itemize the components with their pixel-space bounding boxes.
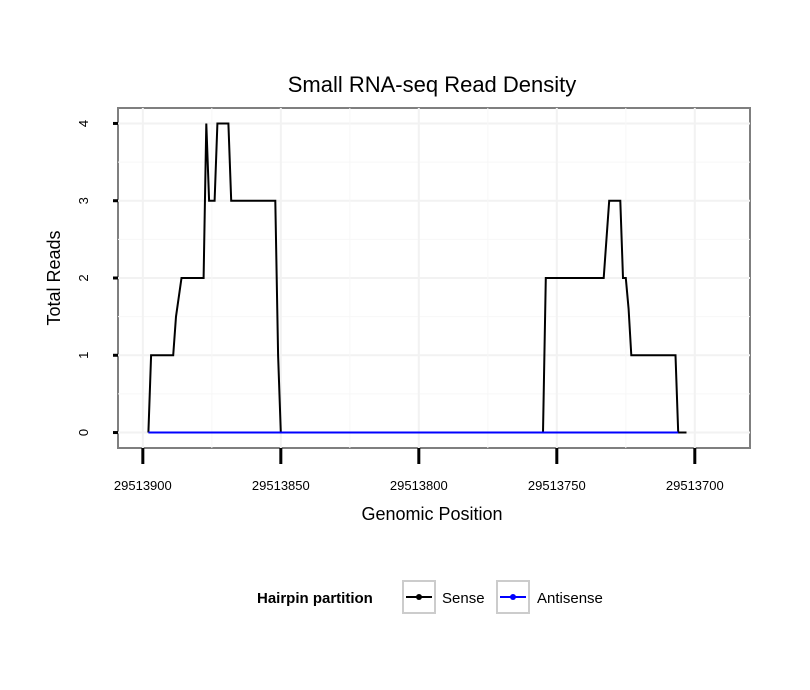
legend-point-antisense <box>510 594 516 600</box>
x-tick-label: 29513750 <box>528 478 586 493</box>
y-axis: 0 1 2 3 4 <box>76 120 118 436</box>
legend-label-sense: Sense <box>442 590 485 607</box>
y-axis-title: Total Reads <box>44 230 64 325</box>
y-tick-label: 0 <box>76 429 91 436</box>
x-axis-title: Genomic Position <box>361 504 502 524</box>
y-tick-label: 4 <box>76 120 91 127</box>
legend-title: Hairpin partition <box>257 590 373 607</box>
legend: Hairpin partition Sense Antisense <box>257 580 603 614</box>
x-tick-label: 29513900 <box>114 478 172 493</box>
x-axis: 29513900 29513850 29513800 29513750 29513700 <box>114 448 724 493</box>
chart-title: Small RNA-seq Read Density <box>288 72 577 97</box>
y-tick-label: 3 <box>76 197 91 204</box>
y-tick-label: 1 <box>76 352 91 359</box>
x-tick-label: 29513700 <box>666 478 724 493</box>
x-tick-label: 29513850 <box>252 478 310 493</box>
series-group <box>147 122 687 434</box>
y-tick-label: 2 <box>76 274 91 281</box>
legend-label-antisense: Antisense <box>537 590 603 607</box>
legend-point-sense <box>416 594 422 600</box>
x-tick-label: 29513800 <box>390 478 448 493</box>
